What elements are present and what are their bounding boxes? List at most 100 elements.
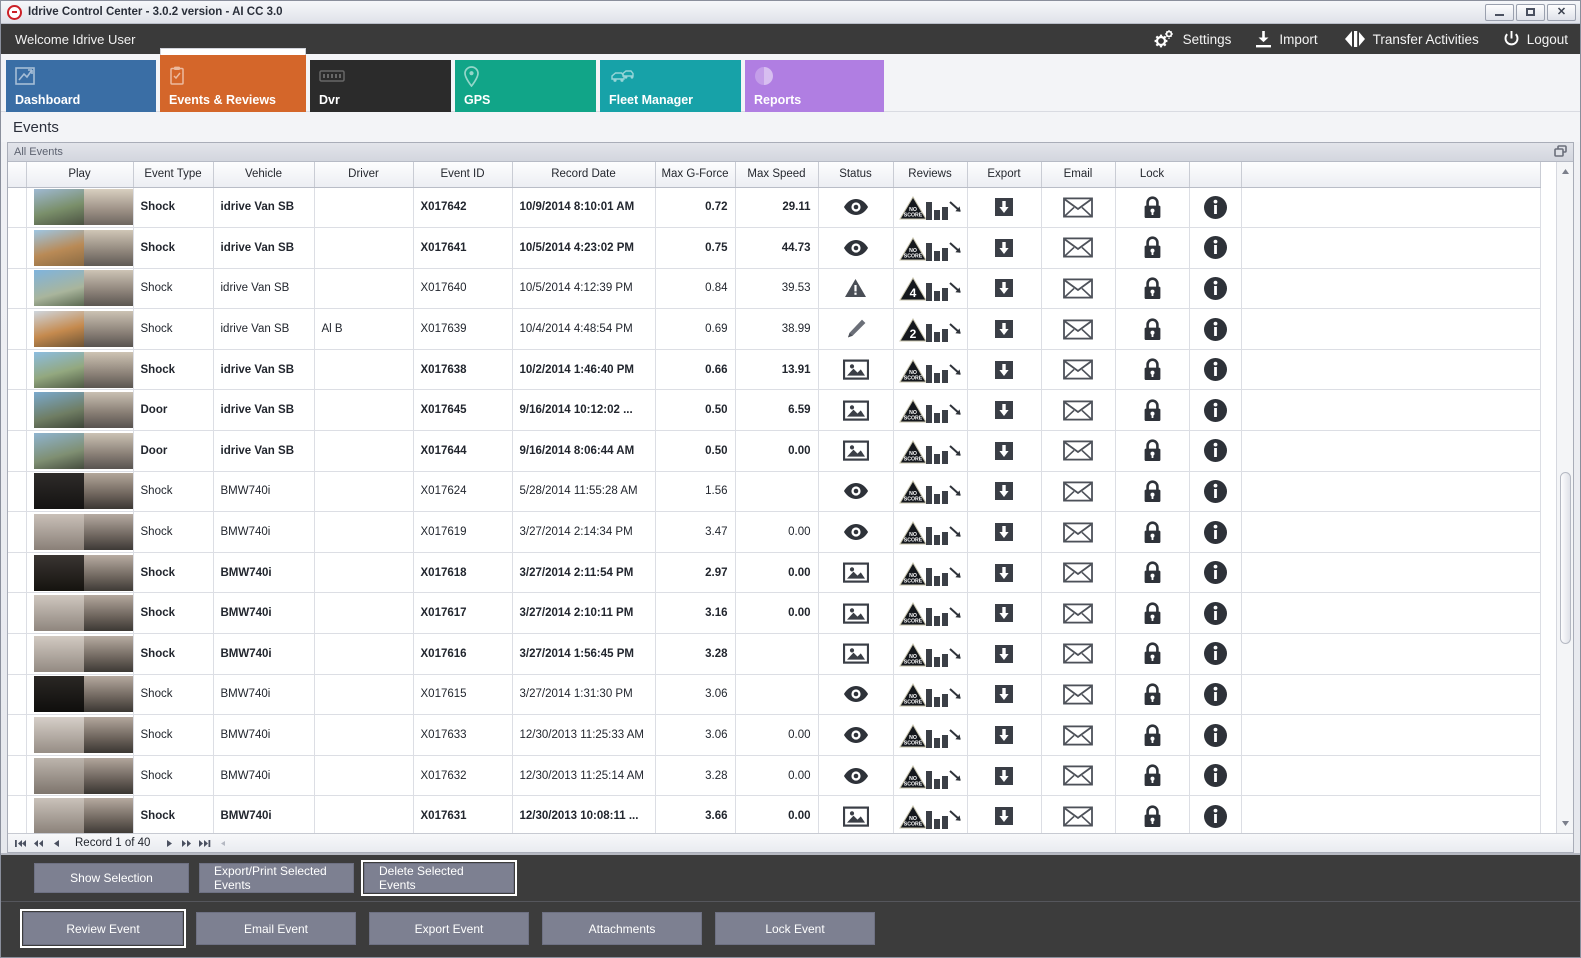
column-header-lock[interactable]: Lock [1115,162,1190,188]
cell-reviews[interactable]: NO SCORE [893,674,968,716]
envelope-icon[interactable] [1049,309,1108,348]
cell-info[interactable] [1189,268,1242,310]
column-header-select[interactable] [8,162,27,188]
cell-reviews[interactable]: NO SCORE [893,755,968,797]
cell-info[interactable] [1189,308,1242,350]
image-icon[interactable] [826,431,886,470]
cell-info[interactable] [1189,187,1242,229]
cell-reviews[interactable]: NO SCORE [893,592,968,635]
cell-lock[interactable] [1115,389,1190,432]
padlock-icon[interactable] [1123,228,1182,267]
download-box-icon[interactable] [975,431,1034,470]
envelope-icon[interactable] [1049,431,1108,470]
row-select-cell[interactable] [8,227,27,269]
download-box-icon[interactable] [975,634,1034,673]
cell-info[interactable] [1189,227,1242,269]
export-event-button[interactable]: Export Event [369,912,529,945]
column-header-max-speed[interactable]: Max Speed [735,162,819,188]
padlock-icon[interactable] [1123,634,1182,673]
cell-status[interactable] [818,430,894,472]
image-icon[interactable] [826,390,886,429]
cell-lock[interactable] [1115,592,1190,635]
scrollbar-thumb[interactable] [1560,472,1571,644]
padlock-icon[interactable] [1123,796,1182,833]
cell-lock[interactable] [1115,308,1190,350]
pencil-icon[interactable] [826,309,886,348]
row-select-cell[interactable] [8,633,27,675]
cell-lock[interactable] [1115,227,1190,269]
cell-info[interactable] [1189,755,1242,797]
table-row[interactable]: Shock BMW740i X017631 12/30/2013 10:08:11 .… [8,795,1541,833]
cell-reviews[interactable]: NO SCORE [893,714,968,756]
cell-reviews[interactable]: NO SCORE [893,795,968,833]
review-score-badge-icon[interactable]: 4 [898,269,961,308]
cell-status[interactable] [818,755,894,797]
cell-email[interactable] [1041,714,1116,756]
review-score-badge-icon[interactable]: NO SCORE [898,431,961,470]
maximize-button[interactable] [1516,3,1545,21]
info-circle-icon[interactable] [1197,390,1234,429]
cell-status[interactable] [818,552,894,594]
info-circle-icon[interactable] [1197,431,1234,470]
info-circle-icon[interactable] [1197,715,1234,754]
padlock-icon[interactable] [1123,188,1182,227]
cell-info[interactable] [1189,714,1242,756]
review-score-badge-icon[interactable]: NO SCORE [898,634,961,673]
envelope-icon[interactable] [1049,350,1108,389]
cell-reviews[interactable]: NO SCORE [893,227,968,269]
info-circle-icon[interactable] [1197,634,1234,673]
eye-icon[interactable] [826,472,886,511]
cell-export[interactable] [967,227,1042,269]
info-circle-icon[interactable] [1197,512,1234,551]
cell-info[interactable] [1189,430,1242,472]
close-button[interactable]: ✕ [1547,3,1576,21]
column-header-info[interactable] [1189,162,1242,188]
prev-record-icon[interactable] [48,836,64,851]
cell-lock[interactable] [1115,795,1190,833]
eye-icon[interactable] [826,715,886,754]
last-record-icon[interactable] [197,836,213,851]
table-row[interactable]: Shock idrive Van SB X017638 10/2/2014 1:46:… [8,349,1541,391]
cell-reviews[interactable]: NO SCORE [893,511,968,553]
envelope-icon[interactable] [1049,593,1108,632]
cell-reviews[interactable]: NO SCORE [893,471,968,513]
cell-email[interactable] [1041,187,1116,229]
cell-export[interactable] [967,349,1042,391]
cell-reviews[interactable]: NO SCORE [893,187,968,229]
padlock-icon[interactable] [1123,593,1182,632]
info-circle-icon[interactable] [1197,472,1234,511]
cell-status[interactable] [818,187,894,229]
column-header-reviews[interactable]: Reviews [893,162,968,188]
cell-export[interactable] [967,430,1042,472]
cell-status[interactable] [818,592,894,635]
cell-status[interactable] [818,674,894,716]
cell-info[interactable] [1189,592,1242,635]
tab-dashboard[interactable]: Dashboard [6,60,156,112]
cell-lock[interactable] [1115,633,1190,675]
envelope-icon[interactable] [1049,512,1108,551]
cell-email[interactable] [1041,349,1116,391]
download-box-icon[interactable] [975,188,1034,227]
row-play-thumbnail[interactable] [26,349,134,391]
cell-lock[interactable] [1115,511,1190,553]
cell-reviews[interactable]: NO SCORE [893,430,968,472]
eye-icon[interactable] [826,512,886,551]
column-header-max-gforce[interactable]: Max G-Force [655,162,736,188]
logout-button[interactable]: Logout [1503,30,1568,48]
cell-export[interactable] [967,511,1042,553]
row-play-thumbnail[interactable] [26,714,134,756]
row-select-cell[interactable] [8,592,27,635]
cell-status[interactable] [818,511,894,553]
cell-status[interactable] [818,714,894,756]
row-select-cell[interactable] [8,430,27,472]
cell-lock[interactable] [1115,755,1190,797]
row-play-thumbnail[interactable] [26,187,134,229]
cell-info[interactable] [1189,471,1242,513]
padlock-icon[interactable] [1123,309,1182,348]
table-row[interactable]: Shock idrive Van SB X017642 10/9/2014 8:10:… [8,187,1541,229]
image-icon[interactable] [826,350,886,389]
table-row[interactable]: Shock BMW740i X017633 12/30/2013 11:25:33 A… [8,714,1541,756]
cell-email[interactable] [1041,755,1116,797]
cell-lock[interactable] [1115,552,1190,594]
restore-window-icon[interactable] [1554,144,1567,160]
